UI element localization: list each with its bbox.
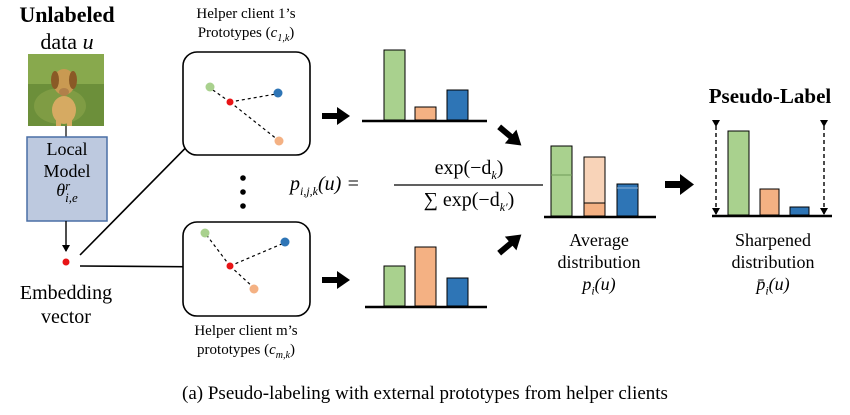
average-bar-chart (544, 145, 656, 219)
arrow-panelm-to-bars (322, 271, 350, 289)
sharpened-p-sub: i (765, 283, 769, 298)
ellipsis-dots (240, 175, 246, 209)
arrow-bars1-to-average (497, 124, 522, 146)
average-p-sub: i (591, 283, 595, 298)
formula-p: p (290, 173, 300, 195)
helperm-c: c (269, 341, 276, 358)
embedding-label-line2: vector (41, 306, 91, 328)
helperm-prototype-panel (182, 221, 311, 317)
figure-caption: (a) Pseudo-labeling with external protot… (182, 383, 668, 404)
average-line2: distribution (557, 251, 641, 272)
helper1-line2: Prototypes (c1,k) (160, 24, 332, 46)
local-model-box (26, 136, 108, 222)
input-title: Unlabeled (19, 2, 115, 27)
embedding-label: Embedding vector (0, 281, 132, 329)
formula-den-text: ∑ exp(−d (423, 189, 500, 211)
sharpened-bar-chart (712, 120, 832, 218)
formula-den-close: ) (507, 189, 515, 211)
formula-numerator: exp(−dk) (394, 157, 544, 183)
theta-symbol: θ (56, 180, 66, 201)
helper1-prefix: Prototypes ( (197, 24, 271, 41)
model-label: Local Model θ r i,e (27, 139, 107, 204)
arrow-panel1-to-bars (322, 107, 350, 125)
formula-den-sub: k′ (499, 200, 508, 214)
pseudo-label-title: Pseudo-Label (708, 84, 832, 108)
formula-num-sub: k (491, 168, 497, 182)
formula-num-text: exp(−d (434, 157, 492, 179)
sharpened-symbol: p̄i(u) (710, 274, 836, 298)
model-theta: θ r i,e (27, 180, 107, 204)
formula-p-sub: i,j,k (300, 184, 318, 198)
sharpened-line2: distribution (731, 251, 815, 272)
input-subtitle-text: data (40, 29, 78, 54)
input-variable: u (82, 29, 94, 54)
theta-subscript: i,e (65, 190, 78, 206)
sharpened-line1: Sharpened (735, 230, 811, 250)
helperm-line2: prototypes (cm,k) (160, 341, 332, 363)
average-line1: Average (569, 230, 629, 250)
model-label-line1: Local (46, 139, 88, 159)
formula-num-close: ) (496, 157, 504, 179)
arrow-barsm-to-average (497, 234, 522, 256)
arrow-average-to-sharpened (665, 174, 694, 195)
helperm-label: Helper client m’s prototypes (cm,k) (160, 322, 332, 362)
dog-photo (28, 54, 104, 126)
theta-superscript: r (65, 178, 71, 194)
helper1-c-sub: 1,k (277, 32, 290, 44)
helper1-prototype-panel (182, 51, 311, 156)
helper1-line1: Helper client 1’s (196, 6, 296, 22)
helper1-bar-chart (362, 49, 487, 123)
embedding-label-line1: Embedding (19, 282, 113, 304)
model-label-line2: Model (43, 160, 91, 181)
helperm-suffix: ) (289, 341, 295, 358)
helperm-c-sub: m,k (275, 349, 290, 361)
average-p: p (582, 273, 592, 294)
helper1-label: Helper client 1’s Prototypes (c1,k) (160, 5, 332, 45)
helperm-bar-chart (365, 246, 487, 309)
average-label: Average distribution pi(u) (540, 230, 658, 298)
sharpened-label: Sharpened distribution p̄i(u) (710, 230, 836, 298)
helperm-prefix: prototypes ( (197, 341, 270, 358)
embedding-point (62, 258, 70, 266)
input-subtitle: data u (8, 29, 126, 54)
average-arg: (u) (594, 273, 616, 294)
sharpened-arg: (u) (768, 273, 790, 294)
formula-denominator: ∑ exp(−dk′) (394, 189, 544, 215)
helper1-c: c (270, 24, 278, 41)
formula-lhs: pi,j,k(u) = (290, 173, 360, 199)
sharpened-p: p̄ (756, 273, 766, 294)
average-symbol: pi(u) (540, 274, 658, 298)
helper1-suffix: ) (289, 24, 295, 41)
helperm-line1: Helper client m’s (194, 323, 298, 339)
formula-arg: (u) = (318, 173, 360, 195)
